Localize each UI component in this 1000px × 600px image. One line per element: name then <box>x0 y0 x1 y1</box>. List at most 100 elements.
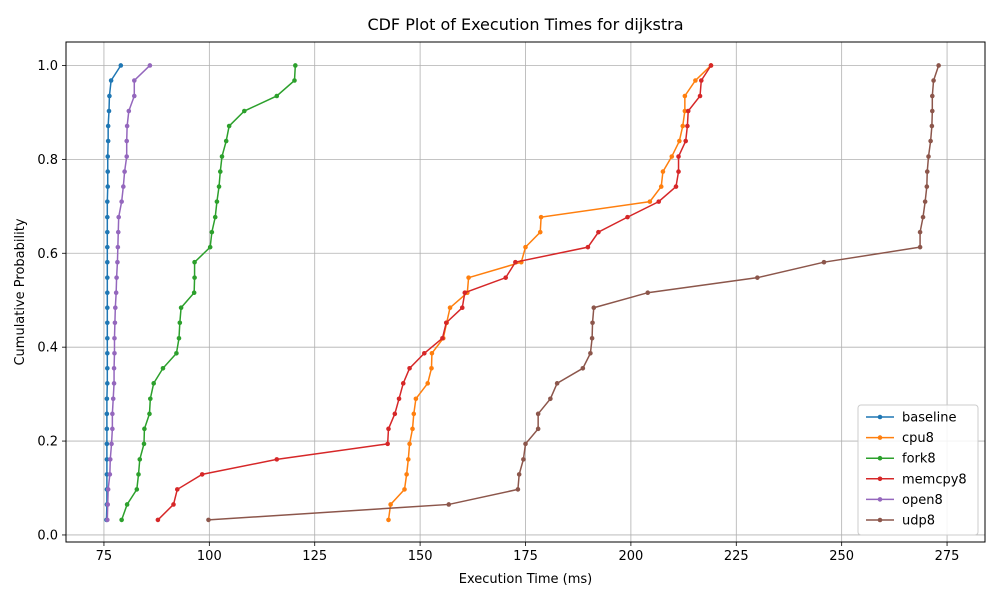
data-point-udp8 <box>917 244 923 250</box>
data-point-fork8 <box>223 138 229 144</box>
data-point-udp8 <box>523 441 528 447</box>
data-point-open8 <box>112 350 117 356</box>
data-point-fork8 <box>209 229 215 235</box>
legend-marker-open8 <box>877 497 883 502</box>
x-tick-label: 275 <box>935 549 960 564</box>
data-point-memcpy8 <box>171 502 176 507</box>
data-point-memcpy8 <box>503 275 508 280</box>
data-point-udp8 <box>535 411 541 417</box>
data-point-memcpy8 <box>386 426 391 432</box>
data-point-baseline <box>105 259 110 265</box>
data-point-udp8 <box>928 138 933 144</box>
data-point-cpu8 <box>413 396 419 402</box>
data-point-open8 <box>111 381 117 386</box>
ticks: 75 100 125 150 175 200 225 250 275 0.0 0.2 0.4 0.6 0.… <box>37 59 959 564</box>
data-point-cpu8 <box>682 108 688 114</box>
data-point-udp8 <box>924 169 930 174</box>
data-point-memcpy8 <box>685 108 691 114</box>
data-point-cpu8 <box>406 457 411 462</box>
y-tick-label: 0.0 <box>37 528 58 543</box>
data-point-baseline <box>105 123 111 129</box>
data-point-baseline <box>105 154 111 159</box>
data-point-open8 <box>115 259 120 265</box>
data-point-memcpy8 <box>459 305 465 311</box>
y-tick-label: 0.6 <box>37 247 58 262</box>
data-point-udp8 <box>535 426 541 432</box>
x-tick-label: 75 <box>96 549 113 564</box>
data-point-baseline <box>105 138 111 144</box>
data-point-udp8 <box>755 275 760 280</box>
data-point-baseline <box>104 441 110 447</box>
data-point-baseline <box>107 93 112 99</box>
data-point-udp8 <box>588 350 593 356</box>
legend-label-cpu8: cpu8 <box>902 431 934 446</box>
data-point-udp8 <box>929 123 935 129</box>
data-point-memcpy8 <box>199 472 205 477</box>
series-fork8 <box>119 63 298 523</box>
data-point-memcpy8 <box>422 350 427 356</box>
data-point-memcpy8 <box>513 259 518 265</box>
data-point-cpu8 <box>647 199 653 204</box>
data-point-baseline <box>105 381 110 386</box>
data-point-memcpy8 <box>392 411 398 417</box>
data-point-udp8 <box>922 199 928 204</box>
data-point-udp8 <box>516 472 522 477</box>
data-point-memcpy8 <box>673 184 679 189</box>
data-point-cpu8 <box>429 350 435 356</box>
data-point-cpu8 <box>682 93 688 99</box>
data-point-baseline <box>104 411 110 417</box>
data-point-memcpy8 <box>708 63 714 68</box>
data-point-baseline <box>104 426 110 432</box>
y-axis-label: Cumulative Probability <box>13 218 28 365</box>
data-point-fork8 <box>293 63 298 68</box>
data-point-cpu8 <box>402 487 407 492</box>
data-point-baseline <box>105 229 110 235</box>
data-point-open8 <box>131 93 137 99</box>
data-point-udp8 <box>920 214 926 220</box>
data-point-open8 <box>112 335 117 341</box>
data-point-open8 <box>124 154 130 159</box>
data-point-open8 <box>107 457 113 462</box>
data-point-cpu8 <box>523 244 528 250</box>
data-point-fork8 <box>142 426 147 432</box>
data-point-memcpy8 <box>462 290 468 296</box>
data-point-memcpy8 <box>697 93 703 99</box>
data-point-open8 <box>105 502 111 507</box>
data-point-memcpy8 <box>174 487 180 492</box>
data-point-udp8 <box>554 381 560 386</box>
data-point-baseline <box>105 275 110 280</box>
legend-marker-baseline <box>877 414 883 420</box>
data-point-memcpy8 <box>155 517 161 523</box>
chart-title: CDF Plot of Execution Times for dijkstra <box>367 15 683 34</box>
data-point-open8 <box>114 275 119 280</box>
data-point-fork8 <box>274 93 280 99</box>
data-point-memcpy8 <box>440 335 445 341</box>
data-point-open8 <box>115 244 121 250</box>
data-point-memcpy8 <box>698 78 704 83</box>
data-point-baseline <box>105 290 110 296</box>
data-point-cpu8 <box>658 184 664 189</box>
data-point-fork8 <box>292 78 297 83</box>
series-memcpy8 <box>155 63 714 523</box>
data-point-open8 <box>131 78 137 83</box>
data-point-memcpy8 <box>585 244 591 250</box>
data-point-udp8 <box>936 63 941 68</box>
data-point-udp8 <box>515 487 521 492</box>
data-point-memcpy8 <box>625 214 630 220</box>
data-point-udp8 <box>821 259 827 265</box>
data-point-udp8 <box>917 229 923 235</box>
data-point-udp8 <box>645 290 651 296</box>
data-point-cpu8 <box>447 305 453 311</box>
data-point-fork8 <box>192 259 197 265</box>
data-point-memcpy8 <box>396 396 402 402</box>
data-point-udp8 <box>930 108 935 114</box>
data-point-fork8 <box>214 199 220 204</box>
data-point-memcpy8 <box>676 154 681 159</box>
data-point-udp8 <box>590 320 595 326</box>
data-point-memcpy8 <box>400 381 406 386</box>
data-point-baseline <box>104 457 110 462</box>
data-point-memcpy8 <box>656 199 662 204</box>
data-point-fork8 <box>216 184 222 189</box>
data-point-fork8 <box>177 320 183 326</box>
